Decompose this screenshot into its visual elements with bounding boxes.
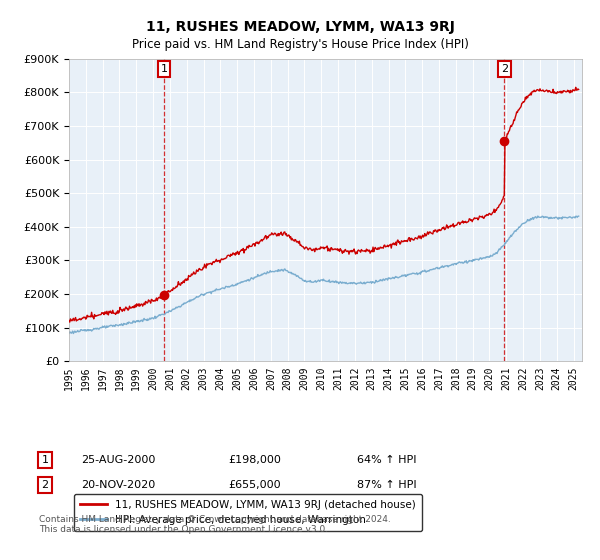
Text: 64% ↑ HPI: 64% ↑ HPI (357, 455, 416, 465)
Text: £655,000: £655,000 (228, 480, 281, 490)
Legend: 11, RUSHES MEADOW, LYMM, WA13 9RJ (detached house), HPI: Average price, detached: 11, RUSHES MEADOW, LYMM, WA13 9RJ (detac… (74, 494, 422, 531)
Text: This data is licensed under the Open Government Licence v3.0.: This data is licensed under the Open Gov… (39, 525, 328, 534)
Text: 1: 1 (161, 64, 167, 74)
Text: Price paid vs. HM Land Registry's House Price Index (HPI): Price paid vs. HM Land Registry's House … (131, 38, 469, 50)
Text: Contains HM Land Registry data © Crown copyright and database right 2024.: Contains HM Land Registry data © Crown c… (39, 515, 391, 524)
Text: 2: 2 (501, 64, 508, 74)
Text: 25-AUG-2000: 25-AUG-2000 (81, 455, 155, 465)
Text: 87% ↑ HPI: 87% ↑ HPI (357, 480, 416, 490)
Text: 1: 1 (41, 455, 49, 465)
Text: £198,000: £198,000 (228, 455, 281, 465)
Text: 2: 2 (41, 480, 49, 490)
Text: 11, RUSHES MEADOW, LYMM, WA13 9RJ: 11, RUSHES MEADOW, LYMM, WA13 9RJ (146, 20, 454, 34)
Text: 20-NOV-2020: 20-NOV-2020 (81, 480, 155, 490)
